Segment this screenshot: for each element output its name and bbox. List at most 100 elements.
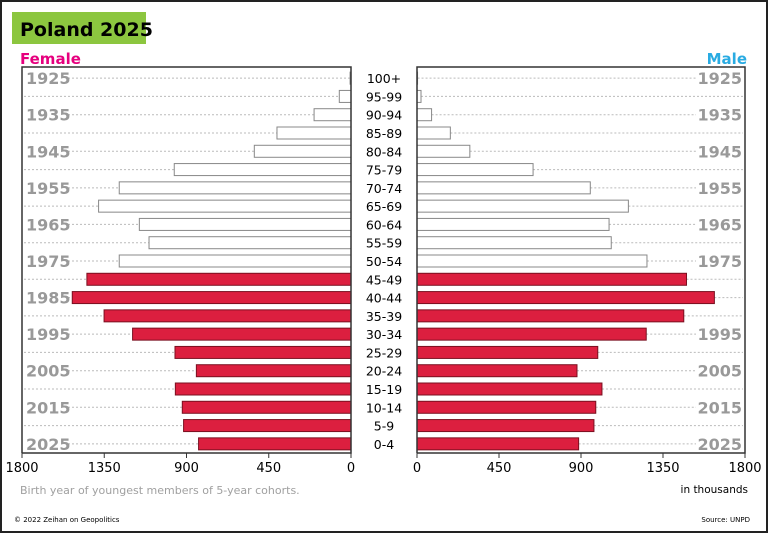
- bar-female: [148, 236, 352, 250]
- age-group-label: 75-79: [366, 163, 402, 178]
- age-group-label: 30-34: [366, 327, 402, 342]
- bar-male: [416, 400, 597, 414]
- age-group-label: 50-54: [366, 254, 402, 269]
- age-group-label: 25-29: [366, 345, 402, 360]
- bar-male: [416, 272, 688, 286]
- bar-male: [416, 126, 451, 140]
- chart-title: Poland 2025: [20, 19, 153, 41]
- tick-label-right: 0: [413, 461, 421, 476]
- bar-female: [253, 144, 352, 158]
- year-label-right: 1995: [697, 325, 742, 344]
- year-label-right: 1925: [697, 69, 742, 88]
- year-label-right: 2005: [697, 362, 742, 381]
- year-label-right: 1975: [697, 252, 742, 271]
- bar-male: [416, 181, 591, 195]
- bar-male: [416, 364, 578, 378]
- bar-male: [416, 345, 599, 359]
- title-background: [12, 12, 146, 44]
- year-label-left: 1985: [26, 289, 71, 308]
- year-label-left: 2005: [26, 362, 71, 381]
- bar-female: [138, 217, 352, 231]
- year-label-left: 1965: [26, 215, 71, 234]
- female-label: Female: [20, 50, 81, 68]
- tick-label-right: 450: [487, 461, 512, 476]
- bar-male: [416, 382, 603, 396]
- year-label-right: 2025: [697, 435, 742, 454]
- bar-female: [118, 254, 352, 268]
- bar-male: [416, 309, 685, 323]
- bar-male: [416, 236, 612, 250]
- bar-male: [416, 144, 471, 158]
- age-group-label: 90-94: [366, 108, 402, 123]
- bar-male: [416, 291, 715, 305]
- copyright: © 2022 Zeihan on Geopolitics: [14, 516, 120, 524]
- bar-female: [313, 108, 352, 122]
- age-group-label: 55-59: [366, 236, 402, 251]
- bar-female: [195, 364, 352, 378]
- plot-area: 100+ 1925 1925 95-99 90-94 1935 1935 85-89 80-84…: [5, 66, 762, 476]
- bar-female: [118, 181, 352, 195]
- bar-male: [416, 254, 648, 268]
- bar-male: [416, 108, 433, 122]
- year-label-left: 2015: [26, 398, 71, 417]
- bar-female: [276, 126, 352, 140]
- bar-female: [86, 272, 352, 286]
- tick-label-right: 1350: [646, 461, 679, 476]
- bar-female: [338, 89, 352, 103]
- age-group-label: 35-39: [366, 309, 402, 324]
- tick-label-right: 900: [569, 461, 594, 476]
- axis-frame-right: [416, 66, 746, 454]
- bar-male: [416, 419, 595, 433]
- bar-male: [416, 437, 580, 451]
- bar-male: [416, 199, 629, 213]
- year-label-left: 2025: [26, 435, 71, 454]
- year-label-left: 1935: [26, 106, 71, 125]
- year-label-right: 1955: [697, 179, 742, 198]
- year-label-left: 1925: [26, 69, 71, 88]
- year-label-right: 1935: [697, 106, 742, 125]
- bar-male: [416, 163, 534, 177]
- year-label-left: 1955: [26, 179, 71, 198]
- age-group-label: 65-69: [366, 199, 402, 214]
- age-group-label: 15-19: [366, 382, 402, 397]
- age-group-label: 5-9: [374, 419, 394, 434]
- year-label-left: 1945: [26, 142, 71, 161]
- age-group-label: 100+: [367, 71, 401, 86]
- age-group-label: 0-4: [374, 437, 394, 452]
- year-label-left: 1975: [26, 252, 71, 271]
- age-group-label: 40-44: [366, 291, 402, 306]
- bar-male: [416, 327, 647, 341]
- bar-female: [198, 437, 352, 451]
- bar-female: [183, 419, 352, 433]
- age-group-label: 80-84: [366, 144, 402, 159]
- age-group-label: 85-89: [366, 126, 402, 141]
- bar-female: [174, 382, 352, 396]
- x-axis-label-right: in thousands: [681, 484, 748, 496]
- tick-label-left: 450: [256, 461, 281, 476]
- axis-frame-left: [21, 66, 352, 454]
- tick-label-right: 1800: [728, 461, 761, 476]
- age-group-label: 95-99: [366, 89, 402, 104]
- bar-female: [98, 199, 352, 213]
- tick-label-left: 0: [347, 461, 355, 476]
- age-group-label: 60-64: [366, 217, 402, 232]
- bar-female: [71, 291, 352, 305]
- source: Source: UNPD: [701, 516, 750, 524]
- year-label-right: 1965: [697, 215, 742, 234]
- bar-male: [416, 217, 610, 231]
- year-label-right: 1945: [697, 142, 742, 161]
- tick-label-left: 1350: [88, 461, 121, 476]
- male-label: Male: [707, 50, 747, 68]
- bar-female: [173, 163, 352, 177]
- tick-label-left: 900: [174, 461, 199, 476]
- bar-female: [181, 400, 352, 414]
- age-group-label: 70-74: [366, 181, 402, 196]
- bar-female: [103, 309, 352, 323]
- age-group-label: 20-24: [366, 364, 402, 379]
- bar-female: [174, 345, 352, 359]
- x-axis-label-left: Birth year of youngest members of 5-year…: [20, 484, 300, 497]
- tick-label-left: 1800: [5, 461, 38, 476]
- bar-female: [132, 327, 352, 341]
